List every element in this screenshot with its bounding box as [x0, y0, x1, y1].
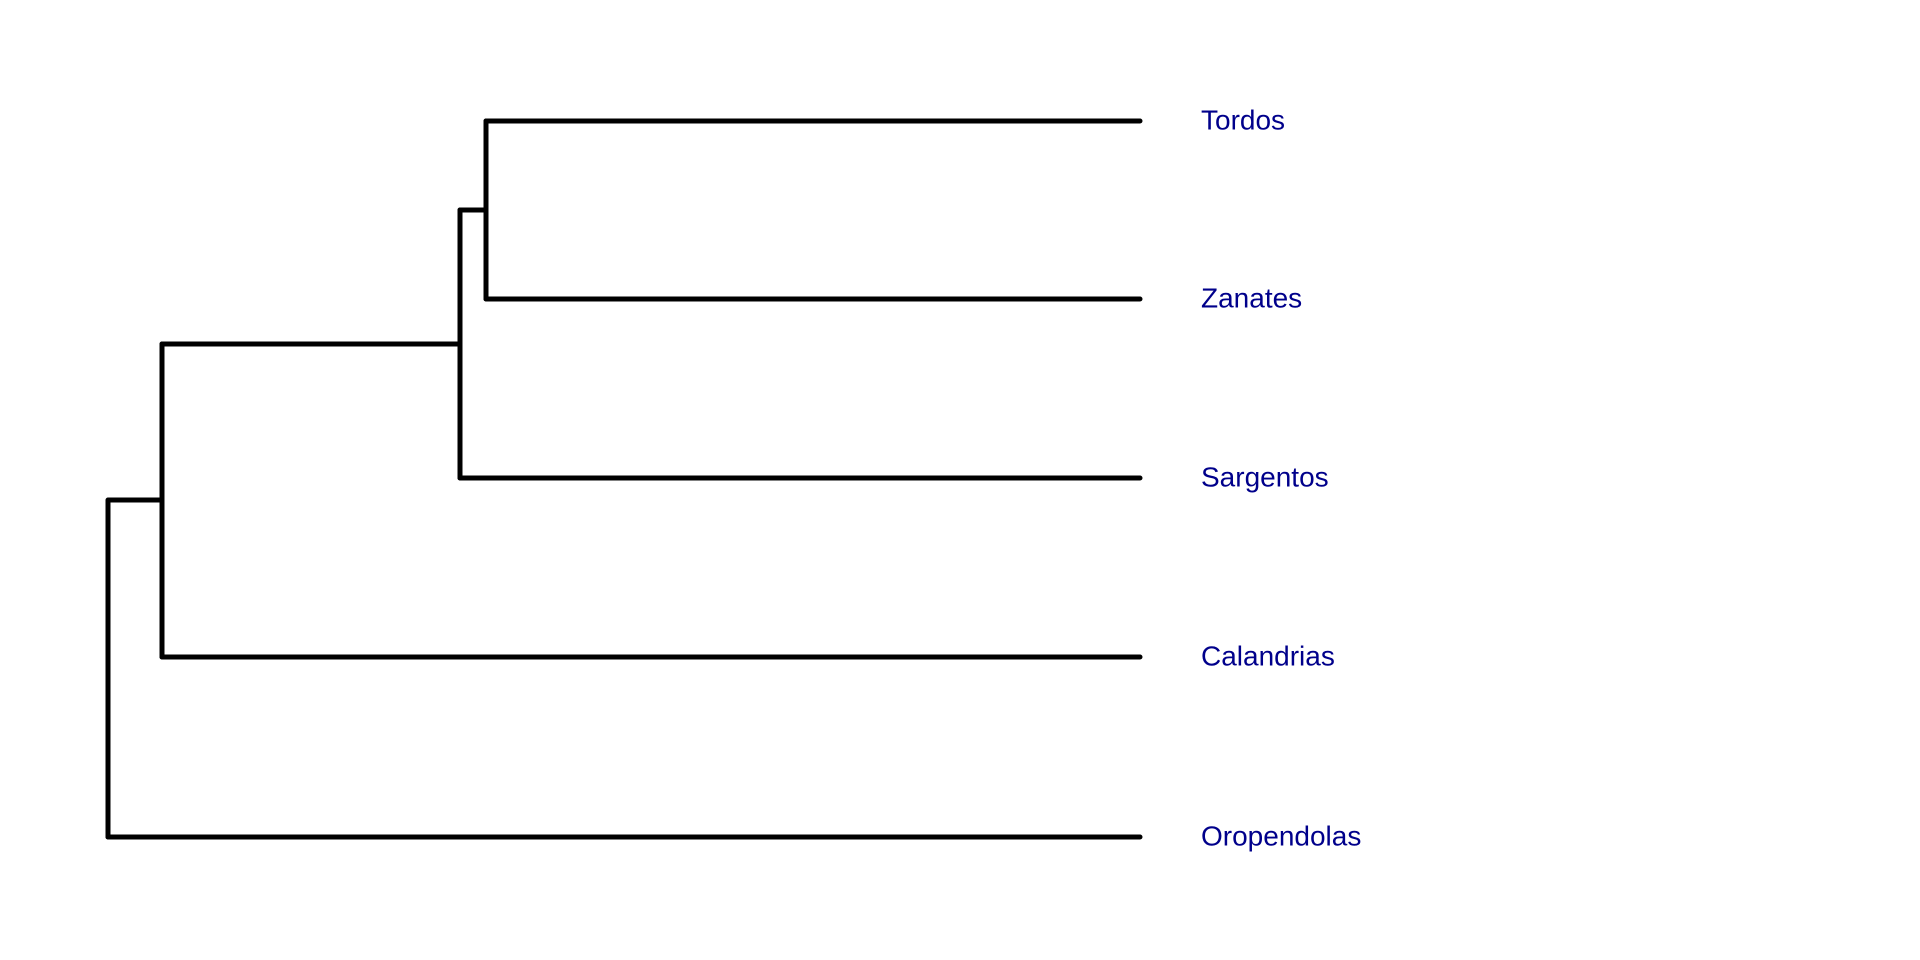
tip-label-calandrias: Calandrias	[1201, 640, 1335, 671]
tip-label-zanates: Zanates	[1201, 282, 1302, 313]
tip-label-oropendolas: Oropendolas	[1201, 820, 1361, 851]
root-branch	[105, 497, 165, 840]
tip-label-sargentos: Sargentos	[1201, 461, 1329, 492]
tip-label-tordos: Tordos	[1201, 104, 1285, 135]
